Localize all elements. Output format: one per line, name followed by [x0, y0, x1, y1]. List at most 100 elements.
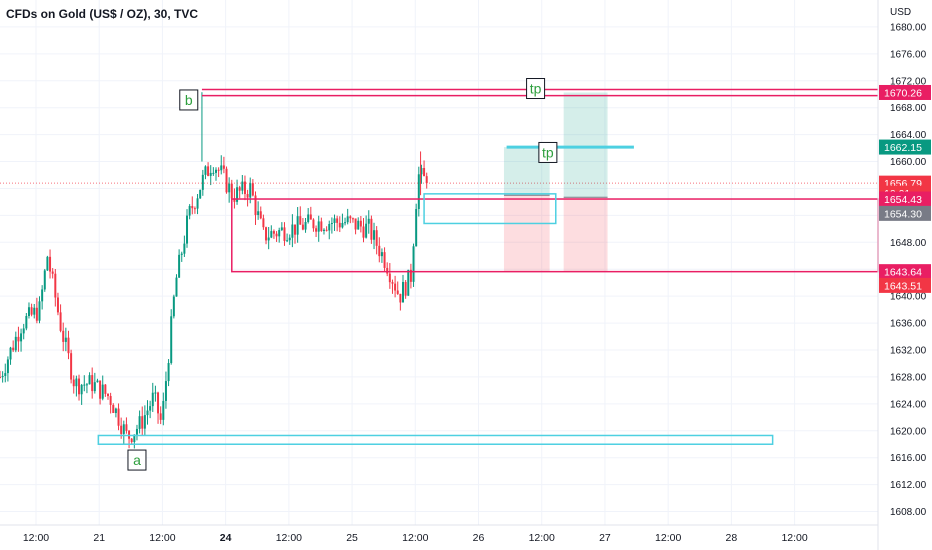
candle-body	[133, 434, 136, 442]
price-tick-label: 1640.00	[890, 292, 927, 303]
position-target-zone[interactable]	[563, 92, 608, 198]
candle-body	[114, 408, 117, 414]
candle-body	[336, 218, 339, 223]
candle-body	[41, 289, 44, 302]
candle-body	[85, 384, 88, 386]
candle-body	[420, 168, 423, 175]
candle-body	[143, 415, 146, 429]
grid-lines	[0, 0, 878, 525]
candle-body	[157, 392, 160, 414]
entry-zone-box[interactable]	[423, 193, 557, 225]
drawings	[0, 88, 879, 445]
price-tag-bg	[879, 277, 931, 293]
position-stop-zone[interactable]	[503, 195, 550, 272]
candle-body	[112, 404, 115, 414]
candle-body	[130, 438, 133, 442]
candle-body	[204, 166, 207, 175]
candle-body	[299, 216, 302, 225]
candle-body	[233, 198, 236, 202]
candle-body	[394, 283, 397, 291]
candle-body	[175, 277, 178, 297]
price-tick-label: 1680.00	[890, 22, 927, 33]
candle-body	[291, 224, 294, 238]
candle-body	[288, 237, 291, 241]
candle-body	[294, 224, 297, 235]
candle-body	[49, 256, 52, 272]
time-tick-label: 24	[220, 532, 232, 544]
candle-body	[46, 256, 49, 271]
annotation-labels: b a tp tp	[127, 78, 558, 471]
candle-body	[12, 347, 15, 351]
candle-body	[117, 408, 120, 426]
candle-body	[159, 413, 162, 420]
candle-body	[9, 347, 12, 360]
candle-body	[246, 194, 249, 198]
candle-body	[212, 172, 215, 174]
candle-body	[35, 307, 38, 321]
candle-body	[396, 290, 399, 294]
candle-body	[17, 336, 20, 342]
candle-body	[209, 172, 212, 176]
price-tick-label: 1628.00	[890, 372, 927, 383]
candle-body	[162, 400, 165, 420]
time-tick-label: 12:00	[655, 532, 681, 544]
label-b: b	[185, 92, 193, 108]
range-box[interactable]	[231, 198, 879, 273]
time-tick-label: 12:00	[276, 532, 302, 544]
candle-body	[283, 227, 286, 241]
candle-body	[402, 281, 405, 303]
candle-body	[370, 218, 373, 240]
candle-body	[278, 230, 281, 237]
candle-body	[265, 227, 268, 241]
candle-body	[172, 296, 175, 317]
price-tick-label: 1648.00	[890, 238, 927, 249]
candle-body	[167, 363, 170, 382]
time-tick-label: 26	[473, 532, 485, 544]
price-tag-bg	[879, 264, 931, 280]
candle-body	[96, 380, 99, 383]
candle-body	[67, 337, 70, 354]
candle-body	[78, 378, 81, 395]
candle-body	[201, 174, 204, 190]
candle-body	[83, 384, 86, 386]
price-axis-currency: USD	[890, 7, 911, 18]
candle-body	[243, 181, 246, 195]
candle-body	[20, 333, 23, 342]
position-stop-zone[interactable]	[563, 197, 608, 272]
candle-body	[280, 227, 283, 231]
price-tick-label: 1608.00	[890, 507, 927, 518]
label-a: a	[133, 452, 141, 468]
time-tick-label: 28	[726, 532, 738, 544]
candle-body	[22, 328, 25, 334]
candle-body	[138, 416, 141, 429]
candle-body	[341, 222, 344, 228]
candle-body	[220, 165, 223, 171]
price-tick-label: 1636.00	[890, 319, 927, 330]
support-box-a[interactable]	[97, 434, 774, 445]
candle-body	[25, 316, 28, 329]
candle-body	[207, 166, 210, 176]
candle-body	[315, 228, 318, 232]
candle-body	[423, 168, 426, 177]
candle-body	[354, 218, 357, 230]
label-tp: tp	[542, 144, 554, 160]
candle-body	[178, 254, 181, 278]
time-tick-label: 25	[346, 532, 358, 544]
candle-body	[228, 183, 231, 193]
price-tag-bg	[879, 139, 931, 155]
time-tick-label: 12:00	[402, 532, 428, 544]
candle-body	[391, 282, 394, 284]
candle-body	[417, 174, 420, 210]
price-tick-label: 1672.00	[890, 76, 927, 87]
candle-body	[307, 214, 310, 222]
price-tag-label: 1670.26	[884, 87, 922, 99]
candle-body	[54, 273, 57, 298]
candle-body	[367, 218, 370, 224]
candle-body	[70, 353, 73, 380]
candle-body	[241, 181, 244, 191]
time-axis[interactable]: 12:00 21 12:00 24 12:00 25 12:00 26 12:00 27 12:00…	[0, 524, 878, 544]
candle-body	[62, 330, 65, 342]
label-tp-top-box	[526, 78, 546, 100]
price-tag-label: 1662.15	[884, 142, 922, 154]
price-tags: 1670.261662.151656.7910:011654.431654.30…	[879, 84, 931, 293]
